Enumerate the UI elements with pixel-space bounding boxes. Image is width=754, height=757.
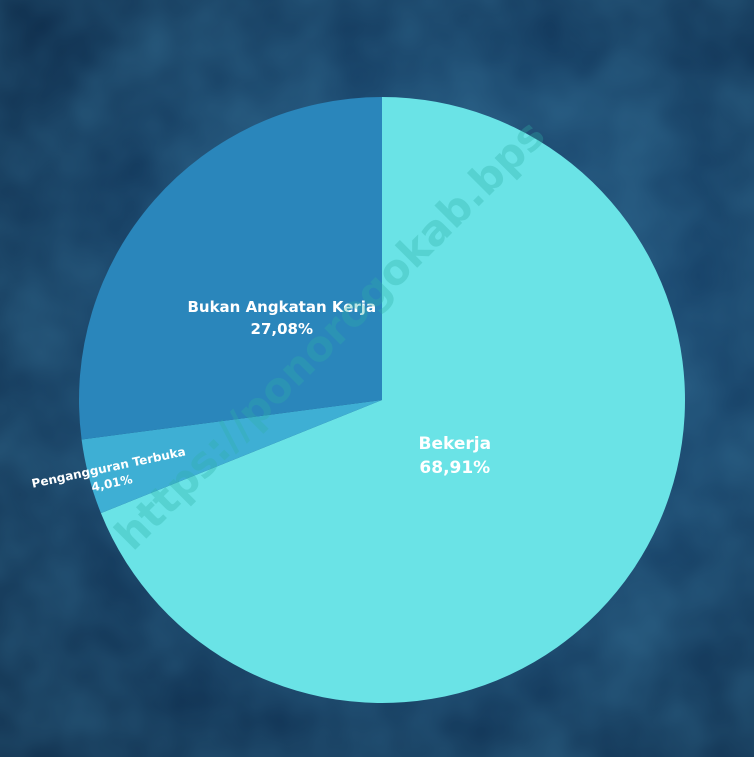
pie-slices xyxy=(79,97,685,703)
pie-slice-bekerja xyxy=(100,97,685,703)
pie-slice-bukan-angkatan-kerja xyxy=(79,97,382,440)
pie-slice-pengangguran-terbuka xyxy=(81,400,383,514)
slice-value-2: 27,08% xyxy=(251,320,313,338)
slice-label-2: Bukan Angkatan Kerja xyxy=(187,298,376,316)
slice-label-0: Bekerja xyxy=(419,434,492,454)
slice-value-0: 68,91% xyxy=(419,458,490,478)
